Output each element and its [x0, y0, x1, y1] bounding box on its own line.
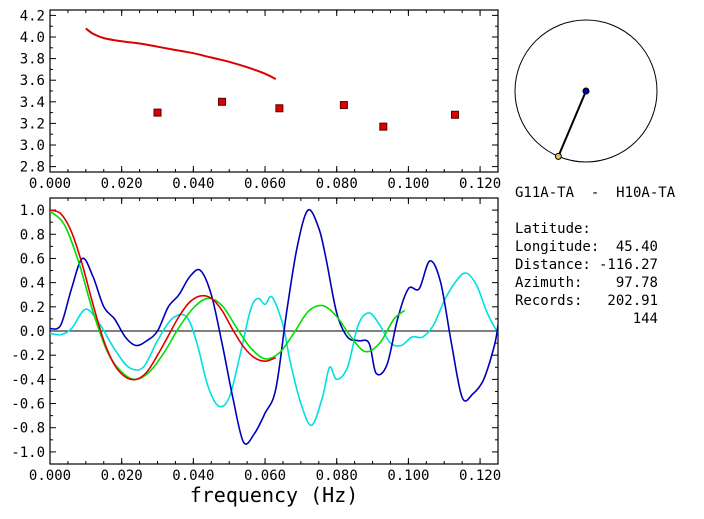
records-label: Records:: [515, 293, 583, 309]
distance-row: Distance: 97.78: [515, 238, 700, 291]
longitude-label: Longitude:: [515, 239, 600, 255]
longitude-row: Longitude: -116.27: [515, 220, 700, 273]
azimuth-label: Azimuth:: [515, 275, 583, 291]
y-tick-label: 3.0: [20, 138, 45, 154]
x-tick-label: 0.000: [29, 468, 71, 484]
azimuth-value: 202.91: [607, 293, 658, 309]
measurement-point: [450, 110, 459, 119]
station-center-marker: [582, 87, 590, 95]
azimuth-needle: [557, 90, 587, 157]
distance-value: 97.78: [615, 275, 658, 291]
latitude-label: Latitude:: [515, 221, 591, 237]
station-pair-title: G11A-TA - H10A-TA: [515, 185, 676, 201]
bottom-spectrum-plot: -1.0 -0.8 -0.6 -0.4 -0.2 0.0 0.2 0.4 0.6 0.8 1.0 0.…: [11, 197, 501, 507]
y-tick-label: 0.6: [20, 251, 45, 267]
cyan-series-line: [50, 272, 498, 427]
x-tick-label: 0.080: [316, 468, 358, 484]
y-tick-label: -1.0: [11, 445, 45, 461]
x-tick-label: 0.040: [172, 176, 214, 192]
y-tick-label: 0.0: [20, 324, 45, 340]
x-tick-label: 0.120: [459, 468, 501, 484]
x-tick-label: 0.020: [101, 176, 143, 192]
red-series-line: [50, 209, 277, 381]
measurement-point: [339, 101, 348, 110]
y-tick-label: 2.8: [20, 160, 45, 176]
x-tick-label: 0.080: [316, 176, 358, 192]
y-tick-label: 0.2: [20, 300, 45, 316]
plot-frame: [49, 9, 499, 173]
top-phase-velocity-plot: 2.8 3.0 3.2 3.4 3.6 3.8 4.0 4.2 0.000 0.020 0.040 0…: [20, 8, 501, 192]
x-axis-label: frequency (Hz): [190, 483, 359, 507]
azimuth-row: Azimuth: 202.91: [515, 256, 700, 309]
records-value: 144: [632, 311, 658, 327]
azimuth-dial: [514, 19, 658, 163]
y-tick-label: -0.2: [11, 348, 45, 364]
blue-series-line: [50, 208, 498, 445]
latitude-value: 45.40: [615, 239, 658, 255]
dispersion-curve-line: [85, 27, 277, 80]
measurement-point: [275, 104, 284, 113]
x-tick-label: 0.000: [29, 176, 71, 192]
station-info-panel: G11A-TA - H10A-TA Latitude: 45.40 Longit…: [515, 184, 700, 327]
x-tick-label: 0.100: [387, 176, 429, 192]
y-tick-label: 3.6: [20, 73, 45, 89]
longitude-value: -116.27: [598, 257, 658, 273]
y-tick-label: -0.8: [11, 421, 45, 437]
records-row: Records: 144: [515, 274, 700, 327]
y-tick-label: 3.4: [20, 95, 45, 111]
y-tick-label: 4.0: [20, 30, 45, 46]
y-tick-label: 0.8: [20, 227, 45, 243]
y-tick-label: -0.6: [11, 397, 45, 413]
y-tick-label: 3.8: [20, 52, 45, 68]
measurement-point: [153, 108, 162, 117]
station-tip-marker: [554, 152, 562, 160]
y-tick-label: -0.4: [11, 372, 45, 388]
x-tick-label: 0.100: [387, 468, 429, 484]
y-tick-label: 4.2: [20, 8, 45, 24]
y-tick-label: 1.0: [20, 203, 45, 219]
measurement-point: [218, 97, 227, 106]
x-tick-label: 0.060: [244, 176, 286, 192]
y-tick-label: 0.4: [20, 276, 45, 292]
x-tick-label: 0.040: [172, 468, 214, 484]
x-tick-label: 0.120: [459, 176, 501, 192]
dial-circle: [514, 19, 658, 163]
y-tick-label: 3.2: [20, 116, 45, 132]
x-tick-label: 0.060: [244, 468, 286, 484]
measurement-point: [379, 122, 388, 131]
latitude-row: Latitude: 45.40: [515, 202, 700, 255]
distance-label: Distance:: [515, 257, 591, 273]
x-tick-label: 0.020: [101, 468, 143, 484]
